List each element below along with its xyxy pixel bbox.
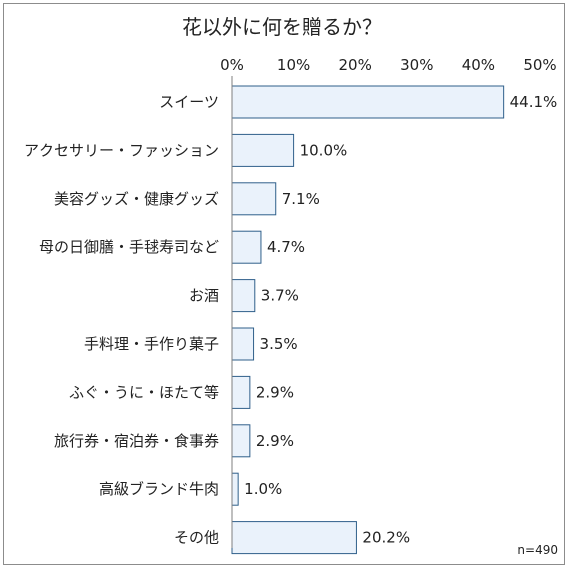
category-label: 母の日御膳・手毬寿司など: [39, 238, 219, 256]
x-tick-label: 50%: [523, 56, 556, 74]
category-labels: スイーツアクセサリー・ファッション美容グッズ・健康グッズ母の日御膳・手毬寿司など…: [24, 93, 219, 547]
category-label: 旅行券・宿泊券・食事券: [54, 432, 219, 450]
category-label: アクセサリー・ファッション: [24, 141, 219, 159]
category-label: スイーツ: [159, 93, 219, 111]
category-label: 手料理・手作り菓子: [84, 335, 219, 353]
value-label: 7.1%: [282, 190, 320, 208]
category-label: その他: [174, 529, 219, 547]
bar: [231, 133, 295, 167]
bar: [231, 472, 239, 506]
bar: [231, 375, 251, 409]
value-label: 4.7%: [267, 238, 305, 256]
x-tick-label: 40%: [462, 56, 495, 74]
bar: [231, 521, 357, 555]
bars: [231, 85, 505, 555]
category-label: お酒: [189, 287, 219, 305]
value-labels: 44.1% 10.0% 7.1% 4.7% 3.7% 3.5% 2.9% 2.9% 1.0% 20…: [244, 93, 557, 547]
value-label: 2.9%: [256, 383, 294, 401]
bar: [231, 327, 255, 361]
value-label: 10.0%: [300, 141, 348, 159]
value-label: 3.7%: [261, 287, 299, 305]
bar: [231, 424, 251, 458]
bar: [231, 85, 505, 119]
x-tick-label: 30%: [400, 56, 433, 74]
bar: [231, 279, 256, 313]
chart-title: 花以外に何を贈るか？: [182, 15, 382, 39]
x-tick-label: 10%: [277, 56, 310, 74]
x-tick-label: 20%: [339, 56, 372, 74]
category-label: ふぐ・うに・ほたて等: [69, 383, 219, 401]
bar: [231, 230, 262, 264]
sample-size-note: n=490: [517, 543, 558, 557]
value-label: 3.5%: [260, 335, 298, 353]
value-label: 44.1%: [510, 93, 558, 111]
value-label: 20.2%: [362, 529, 410, 547]
value-label: 1.0%: [244, 480, 282, 498]
x-tick-label: 0%: [220, 56, 244, 74]
category-label: 美容グッズ・健康グッズ: [54, 190, 219, 208]
category-label: 高級ブランド牛肉: [99, 480, 219, 498]
value-label: 2.9%: [256, 432, 294, 450]
x-axis-ticks: 0% 10% 20% 30% 40% 50%: [220, 56, 557, 74]
bar: [231, 182, 277, 216]
